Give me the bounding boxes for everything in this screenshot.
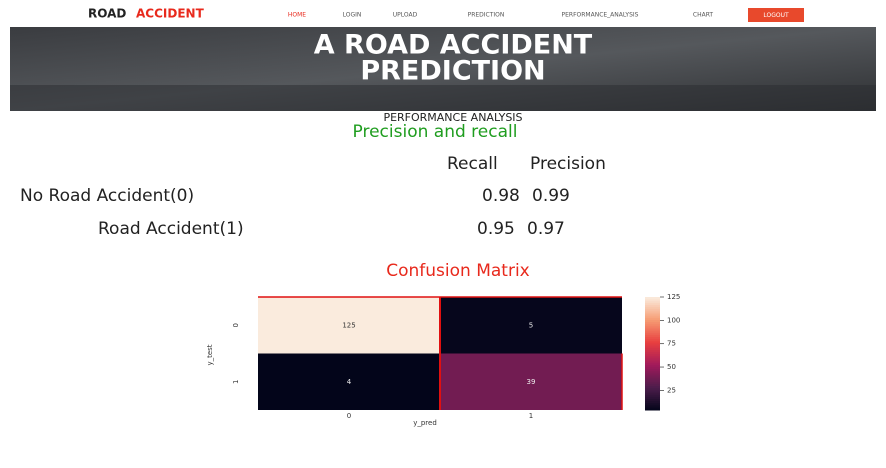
metric-column: Precision: [530, 154, 606, 174]
metric-column: Recall: [447, 154, 498, 174]
cell-label: 5: [529, 321, 533, 329]
cell-label: 4: [347, 378, 352, 386]
cell-label: 39: [527, 378, 536, 386]
page: {"nav": {"brand": ["ROAD", "ACCIDENT"], …: [0, 0, 886, 468]
nav-link[interactable]: UPLOAD: [393, 12, 418, 19]
metric-value: 0.97: [527, 219, 565, 239]
y-tick-label: 0: [232, 323, 240, 327]
y-axis-label: y_test: [206, 344, 214, 365]
brand-accent: ACCIDENT: [136, 7, 205, 21]
colorbar-tick-label: 75: [667, 340, 676, 348]
metric-value: 0.99: [532, 186, 570, 206]
cell-label: 125: [342, 321, 355, 329]
x-tick-label: 1: [529, 412, 533, 420]
colorbar-tick-label: 100: [667, 316, 680, 324]
colorbar-tick-label: 50: [667, 363, 676, 371]
nav-link[interactable]: PREDICTION: [468, 12, 505, 19]
colorbar-segment: [645, 297, 660, 299]
metric-row-label: Road Accident(1): [98, 219, 244, 239]
hero-title: PREDICTION: [360, 56, 545, 87]
metric-value: 0.98: [482, 186, 520, 206]
colorbar-tick-label: 125: [667, 293, 680, 301]
nav-link[interactable]: CHART: [693, 12, 714, 19]
nav-link[interactable]: HOME: [288, 12, 306, 19]
nav-link[interactable]: PERFORMANCE_ANALYSIS: [562, 12, 639, 19]
x-axis-label: y_pred: [413, 419, 437, 427]
hero-shade: [10, 85, 876, 111]
x-tick-label: 0: [347, 412, 351, 420]
section-subtitle: Precision and recall: [353, 122, 518, 142]
y-tick-label: 1: [232, 380, 240, 384]
chart-title: Confusion Matrix: [386, 261, 530, 281]
nav-link[interactable]: LOGIN: [343, 12, 362, 19]
logout-label[interactable]: LOGOUT: [763, 12, 789, 19]
colorbar-tick-label: 25: [667, 386, 676, 394]
metric-value: 0.95: [477, 219, 515, 239]
page-canvas: ROAD ACCIDENT HOME LOGIN UPLOAD PREDICTION PER…: [0, 0, 886, 468]
metric-row-label: No Road Accident(0): [20, 186, 194, 206]
brand: ROAD: [88, 7, 126, 21]
